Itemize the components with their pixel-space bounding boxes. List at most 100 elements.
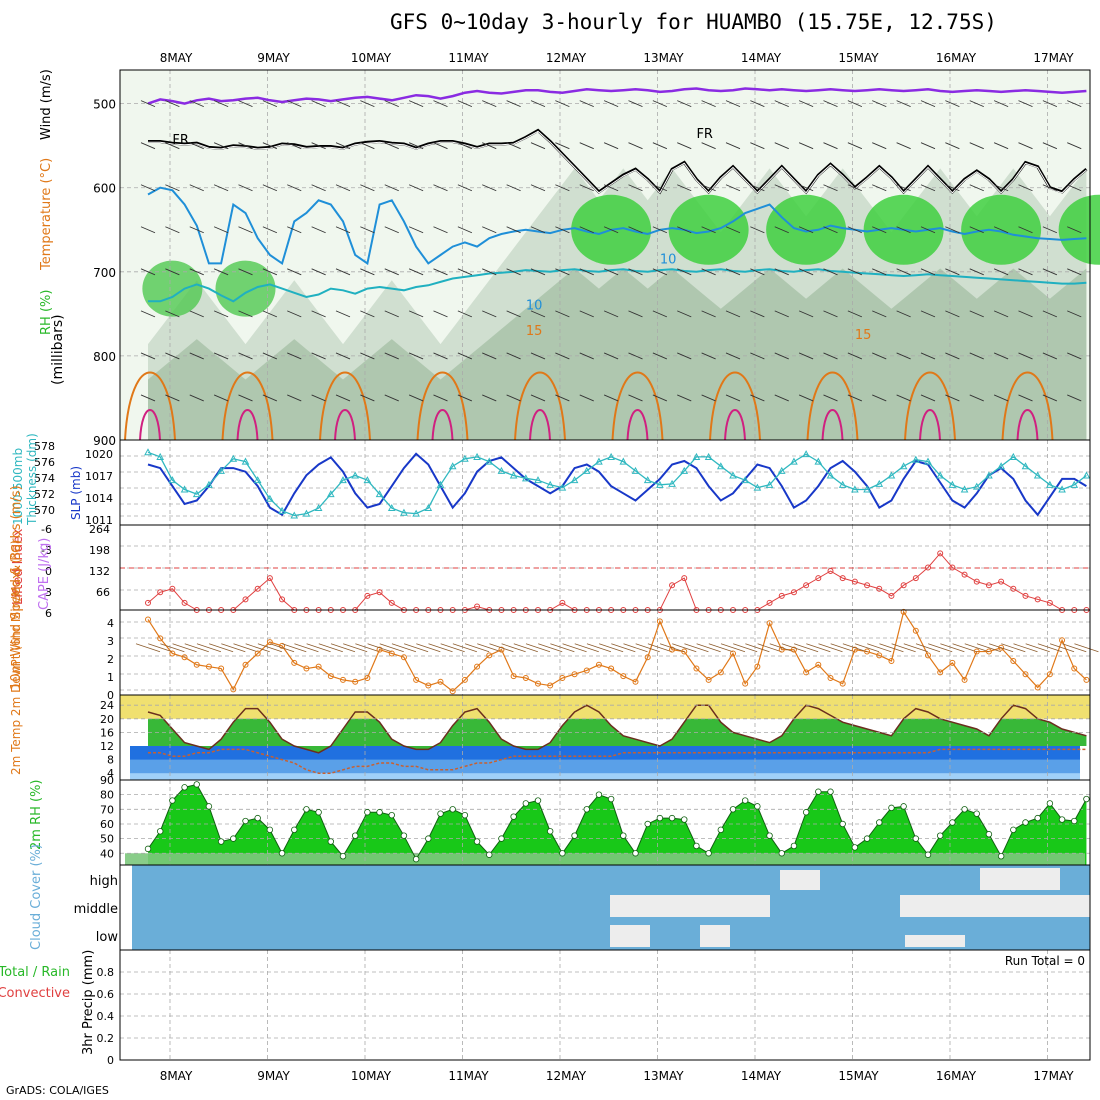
plus20-isotherm xyxy=(431,409,454,441)
wind-barb-10m xyxy=(830,643,855,653)
rh2m-point xyxy=(1010,826,1017,834)
wind-barb xyxy=(725,310,741,318)
wind-barb-10m xyxy=(550,643,575,653)
lifted-index-point xyxy=(1022,592,1029,599)
wind-barb xyxy=(652,394,668,402)
wind-barb xyxy=(993,100,1009,108)
rh2m-point xyxy=(754,803,761,810)
wind-barb-10m xyxy=(318,643,343,653)
wind-speed-point xyxy=(620,673,627,680)
contour-label: 10 xyxy=(660,252,677,267)
wind-barb xyxy=(847,394,863,402)
thickness-point xyxy=(375,490,384,498)
lifted-index-point xyxy=(254,585,261,592)
rh2m-point xyxy=(1046,800,1054,807)
wind-barb xyxy=(408,352,424,360)
wind-barb xyxy=(311,184,326,192)
wind-barb xyxy=(555,352,570,360)
wind-speed-point xyxy=(291,659,298,666)
rh2m-point xyxy=(1034,814,1041,822)
plus10-isotherm xyxy=(148,268,1087,303)
lifted-index-point xyxy=(364,592,371,599)
wind-barb xyxy=(896,226,911,234)
wind-barb-10m xyxy=(452,643,478,653)
rh2m-point xyxy=(510,813,517,820)
wind-speed-point xyxy=(1059,637,1066,644)
xaxis-top-label: 10MAY xyxy=(351,51,392,65)
wind-barb xyxy=(798,352,814,360)
wind-barb xyxy=(945,394,960,402)
wind-barb xyxy=(774,142,789,150)
rh2m-ytick: 90 xyxy=(100,774,114,787)
wind-barb xyxy=(1042,184,1058,192)
thickness-point xyxy=(643,476,652,484)
wind-barb xyxy=(311,310,326,318)
wind-barb xyxy=(262,142,278,150)
wind-barb xyxy=(1042,352,1058,360)
wind-speed-point xyxy=(1071,665,1078,672)
wind-barb xyxy=(872,310,887,318)
wind-barb xyxy=(798,310,814,318)
temp-band-20 xyxy=(120,695,1090,719)
wind-speed-point xyxy=(656,618,663,625)
wind-barb xyxy=(774,310,789,318)
wind-barb xyxy=(335,226,351,234)
rh2m-point xyxy=(839,820,846,828)
wind-barb xyxy=(238,394,253,402)
wind-barb xyxy=(872,394,887,402)
plus5-isotherm xyxy=(147,186,1087,266)
wind-barb xyxy=(750,184,765,192)
wind-barb xyxy=(555,184,570,192)
wind-barb xyxy=(530,394,546,402)
rh-moist-blob xyxy=(142,260,203,317)
wind-barb xyxy=(945,268,960,276)
temp2m-ytick: 20 xyxy=(100,713,114,726)
wind-barb xyxy=(823,142,838,150)
cape-ytick: 132 xyxy=(89,565,110,578)
wind-speed-point xyxy=(900,608,907,615)
thickness-point xyxy=(205,480,213,488)
thickness-point xyxy=(619,457,628,465)
contour-label: 15 xyxy=(855,328,872,343)
thickness-point xyxy=(729,471,737,479)
rh-moist-blob xyxy=(215,260,276,317)
thickness-point xyxy=(314,504,323,512)
thickness-point xyxy=(461,454,469,462)
wind-barb xyxy=(1067,142,1082,150)
wind-speed-point xyxy=(461,676,468,683)
wind-barb-10m xyxy=(806,643,831,653)
wind-barb xyxy=(311,142,326,150)
wind-speed-point xyxy=(644,654,651,661)
wind-barb xyxy=(287,100,302,108)
wind-barb xyxy=(896,352,911,360)
wind-barb xyxy=(360,100,375,108)
wind-barb xyxy=(701,184,716,192)
thickness-point xyxy=(680,466,689,474)
wind-barb xyxy=(189,226,204,234)
wind-barb xyxy=(969,352,984,360)
plus20-isotherm xyxy=(236,409,259,441)
wind-barb xyxy=(677,310,692,318)
slp-ytick: 1014 xyxy=(85,492,113,505)
thickness-point xyxy=(290,511,299,519)
rh2m-point xyxy=(230,835,237,842)
wind-barb xyxy=(189,268,204,276)
rh2m-point xyxy=(291,826,298,834)
rh2m-point xyxy=(193,781,200,788)
wind-barb-10m xyxy=(391,643,417,653)
wind-barb-10m xyxy=(1001,643,1026,653)
rh2m-point xyxy=(583,806,590,813)
rh2m-point xyxy=(668,814,676,822)
rh2m-point xyxy=(339,853,347,860)
wind-barb xyxy=(482,310,497,318)
wind-speed-point xyxy=(693,665,700,672)
wind-barb-10m xyxy=(976,643,1002,653)
lifted-index-point xyxy=(888,592,895,599)
rh2m-point xyxy=(827,788,834,795)
wind-barb xyxy=(506,394,521,402)
xaxis-bottom-label: 10MAY xyxy=(351,1069,392,1083)
wind-barb xyxy=(896,268,911,276)
wind-barb xyxy=(1042,394,1058,402)
wind-barb xyxy=(140,226,156,234)
wind-barb-10m xyxy=(842,643,868,653)
